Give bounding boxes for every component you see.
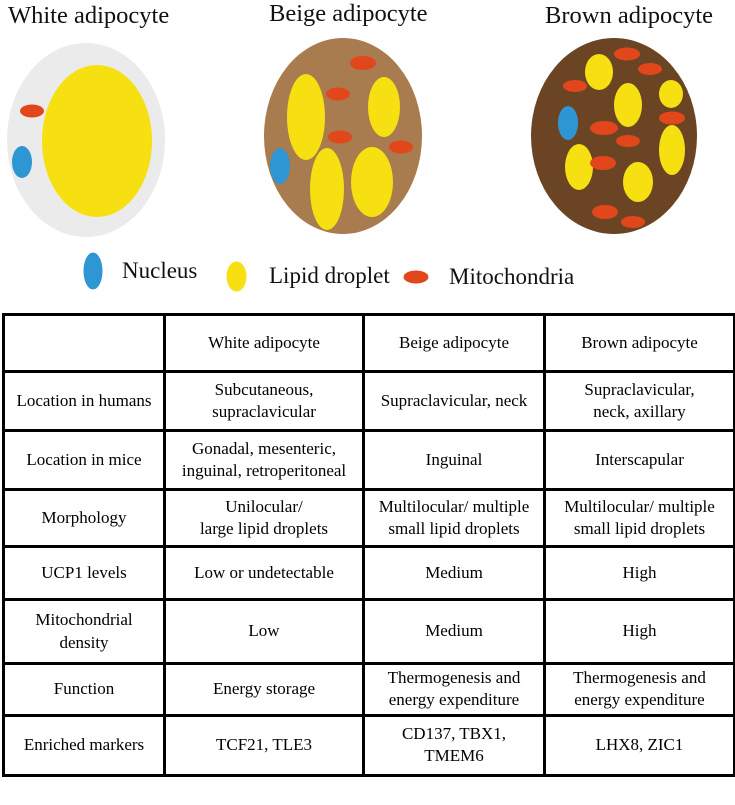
table-row: Mitochondrial density Low Medium High xyxy=(2,598,735,665)
table-cell: Gonadal, mesenteric, inguinal, retroperi… xyxy=(163,429,365,491)
comparison-table-body: White adipocyte Beige adipocyte Brown adip… xyxy=(2,313,735,777)
white-adipocyte-title: White adipocyte xyxy=(8,2,170,29)
comparison-table: White adipocyte Beige adipocyte Brown adip… xyxy=(2,313,735,777)
nucleus xyxy=(270,148,290,184)
legend-label-nucleus: Nucleus xyxy=(122,258,198,283)
table-cell: Thermogenesis and energy expenditure xyxy=(362,662,546,717)
column-header: Beige adipocyte xyxy=(362,313,546,373)
row-label: Enriched markers xyxy=(2,713,166,777)
table-cell: Supraclavicular, neck xyxy=(362,370,546,432)
table-cell: Subcutaneous, supraclavicular xyxy=(163,370,365,432)
column-header: Brown adipocyte xyxy=(543,313,735,373)
table-row: Location in mice Gonadal, mesenteric, ing… xyxy=(2,429,735,491)
row-label: Mitochondrial density xyxy=(2,598,166,665)
mitochondrion xyxy=(590,121,618,135)
table-cell: High xyxy=(543,545,735,601)
legend-label-mitochondria: Mitochondria xyxy=(449,264,575,289)
brown-adipocyte-title: Brown adipocyte xyxy=(545,2,714,29)
lipid-droplet xyxy=(614,83,642,127)
table-row: Location in humans Subcutaneous, supracla… xyxy=(2,370,735,432)
table-cell: Multilocular/ multiple small lipid dropl… xyxy=(543,488,735,548)
mitochondrion xyxy=(20,104,44,118)
table-cell: Low xyxy=(163,598,365,665)
row-label: UCP1 levels xyxy=(2,545,166,601)
table-cell: CD137, TBX1, TMEM6 xyxy=(362,713,546,777)
corner-cell xyxy=(2,313,166,373)
mitochondria-icon xyxy=(403,270,429,284)
row-label: Function xyxy=(2,662,166,717)
lipid-droplet xyxy=(585,54,613,90)
lipid-droplet xyxy=(623,162,653,202)
table-cell: Medium xyxy=(362,598,546,665)
lipid-droplet-icon xyxy=(226,261,247,291)
row-label: Location in mice xyxy=(2,429,166,491)
nucleus xyxy=(558,106,578,140)
table-row: Enriched markers TCF21, TLE3 CD137, TBX1, … xyxy=(2,713,735,777)
mitochondrion xyxy=(592,205,618,219)
legend-item-mitochondria: Mitochondria xyxy=(403,257,574,297)
table-cell: Medium xyxy=(362,545,546,601)
column-header: White adipocyte xyxy=(163,313,365,373)
nucleus xyxy=(12,146,32,178)
mitochondrion xyxy=(389,140,413,154)
table-row: Function Energy storage Thermogenesis and … xyxy=(2,662,735,717)
nucleus-icon xyxy=(83,252,103,290)
lipid-droplet xyxy=(351,147,393,217)
lipid-droplet xyxy=(287,74,325,160)
table-cell: Thermogenesis and energy expenditure xyxy=(543,662,735,717)
lipid-droplet xyxy=(659,80,683,108)
mitochondrion xyxy=(614,47,640,61)
table-cell: Energy storage xyxy=(163,662,365,717)
mitochondrion xyxy=(659,111,685,125)
table-cell: Multilocular/ multiple small lipid dropl… xyxy=(362,488,546,548)
lipid-droplet xyxy=(659,125,685,175)
lipid-droplet xyxy=(310,148,344,230)
table-cell: LHX8, ZIC1 xyxy=(543,713,735,777)
row-label: Location in humans xyxy=(2,370,166,432)
mitochondrion xyxy=(563,80,587,92)
table-row: Morphology Unilocular/ large lipid drople… xyxy=(2,488,735,548)
legend-label-lipid-droplet: Lipid droplet xyxy=(269,263,390,288)
row-label: Morphology xyxy=(2,488,166,548)
cell-diagrams-svg xyxy=(7,38,697,237)
table-cell: Interscapular xyxy=(543,429,735,491)
legend-item-lipid-droplet: Lipid droplet xyxy=(226,256,390,296)
table-row: UCP1 levels Low or undetectable Medium High xyxy=(2,545,735,601)
table-cell: Unilocular/ large lipid droplets xyxy=(163,488,365,548)
table-cell: Inguinal xyxy=(362,429,546,491)
table-cell: Supraclavicular, neck, axillary xyxy=(543,370,735,432)
table-cell: Low or undetectable xyxy=(163,545,365,601)
legend-item-nucleus: Nucleus xyxy=(83,251,197,291)
table-cell: High xyxy=(543,598,735,665)
table-cell: TCF21, TLE3 xyxy=(163,713,365,777)
mitochondrion xyxy=(590,156,616,170)
mitochondrion xyxy=(328,130,352,144)
mitochondrion xyxy=(350,56,376,70)
lipid-droplet xyxy=(42,65,152,217)
lipid-droplet xyxy=(565,144,593,190)
beige-adipocyte-title: Beige adipocyte xyxy=(269,0,428,27)
mitochondrion xyxy=(621,216,645,228)
mitochondrion xyxy=(638,63,662,75)
lipid-droplet xyxy=(368,77,400,137)
mitochondrion xyxy=(616,135,640,147)
mitochondrion xyxy=(326,87,350,101)
